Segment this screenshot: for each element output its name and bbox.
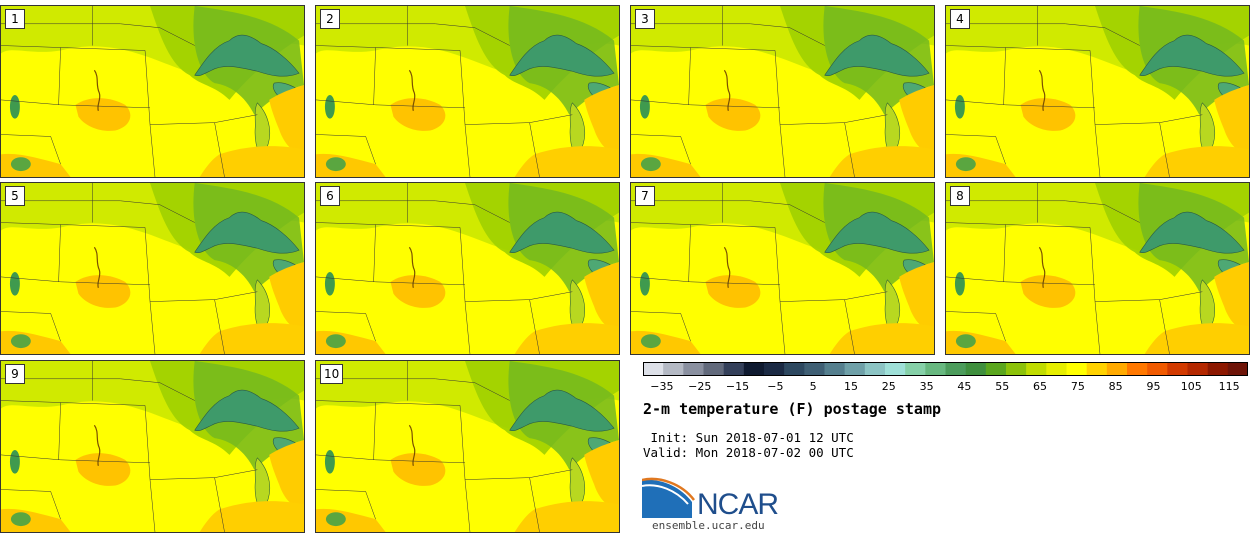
member-label: 1: [5, 9, 25, 29]
ensemble-member-map: 9: [0, 360, 305, 533]
colorbar-tick-label: 65: [1033, 380, 1048, 393]
colorbar-tick-label: 55: [995, 380, 1010, 393]
colorbar-tick-label: −15: [725, 380, 750, 393]
member-label: 3: [635, 9, 655, 29]
colorbar-swatch: [844, 362, 866, 376]
colorbar-swatch: [643, 362, 664, 376]
colorbar-tick-label: 85: [1108, 380, 1123, 393]
member-label: 2: [320, 9, 340, 29]
ensemble-member-map: 10: [315, 360, 620, 533]
colorbar-swatch: [824, 362, 845, 376]
website-label: ensemble.ucar.edu: [652, 519, 765, 532]
colorbar-swatch: [905, 362, 926, 376]
colorbar-swatch: [965, 362, 987, 376]
ensemble-member-map: 4: [945, 5, 1250, 178]
colorbar-swatch: [723, 362, 745, 376]
colorbar-frame: [643, 362, 1248, 376]
colorbar-swatch: [864, 362, 886, 376]
colorbar-swatch: [1207, 362, 1229, 376]
colorbar-tick-labels: −35 −25 −15 −5 5 15 25 35 45 55 65 75 85 95 105 115: [643, 378, 1248, 394]
colorbar-swatch: [1187, 362, 1208, 376]
colorbar-swatch: [885, 362, 906, 376]
colorbar-swatch: [1127, 362, 1148, 376]
temperature-map-graphic: [631, 183, 934, 354]
ensemble-member-map: 3: [630, 5, 935, 178]
chart-title: 2-m temperature (F) postage stamp: [643, 400, 942, 418]
member-label: 9: [5, 364, 25, 384]
colorbar-swatch: [945, 362, 966, 376]
colorbar-tick-label: 15: [843, 380, 858, 393]
colorbar-swatch: [1147, 362, 1168, 376]
colorbar-swatch: [1066, 362, 1087, 376]
colorbar-tick-label: 75: [1070, 380, 1085, 393]
init-time: Init: Sun 2018-07-01 12 UTC: [643, 430, 854, 445]
colorbar-tick-label: −25: [688, 380, 712, 393]
temperature-map-graphic: [316, 361, 619, 532]
colorbar-tick-label: −35: [650, 380, 674, 393]
colorbar-swatch: [1106, 362, 1128, 376]
ensemble-member-map: 5: [0, 182, 305, 355]
colorbar-tick-label: 35: [919, 380, 934, 393]
colorbar-tick-label: 105: [1180, 380, 1202, 393]
ncar-logo-icon: [642, 477, 695, 518]
ensemble-member-map: 8: [945, 182, 1250, 355]
temperature-map-graphic: [631, 6, 934, 177]
temperature-colorbar: [643, 362, 1248, 376]
temperature-map-graphic: [1, 183, 304, 354]
member-label: 4: [950, 9, 970, 29]
member-label: 5: [5, 186, 25, 206]
colorbar-swatch: [703, 362, 724, 376]
member-label: 6: [320, 186, 340, 206]
colorbar-tick-label: 5: [809, 380, 817, 393]
colorbar-tick-label: 115: [1218, 380, 1240, 393]
colorbar-swatch: [743, 362, 765, 376]
ensemble-member-map: 6: [315, 182, 620, 355]
temperature-map-graphic: [316, 6, 619, 177]
temperature-map-graphic: [946, 183, 1249, 354]
colorbar-swatch: [804, 362, 825, 376]
colorbar-tick-label: 45: [957, 380, 972, 393]
ensemble-member-map: 7: [630, 182, 935, 355]
colorbar-swatch: [1167, 362, 1188, 376]
valid-time: Valid: Mon 2018-07-02 00 UTC: [643, 445, 854, 460]
colorbar-swatch: [925, 362, 946, 376]
colorbar-swatch: [1026, 362, 1047, 376]
colorbar-swatch: [1046, 362, 1067, 376]
member-label: 8: [950, 186, 970, 206]
temperature-map-graphic: [1, 6, 304, 177]
member-label: 10: [320, 364, 344, 384]
colorbar-tick-label: 25: [881, 380, 896, 393]
temperature-map-graphic: [316, 183, 619, 354]
logo-text: NCAR: [697, 488, 779, 521]
colorbar-swatch: [1086, 362, 1108, 376]
colorbar-tick-label: −5: [767, 380, 784, 393]
temperature-map-graphic: [946, 6, 1249, 177]
ensemble-member-map: 2: [315, 5, 620, 178]
colorbar-swatch: [1227, 362, 1248, 376]
colorbar-swatch: [764, 362, 785, 376]
ensemble-member-map: 1: [0, 5, 305, 178]
colorbar-swatch: [985, 362, 1007, 376]
temperature-map-graphic: [1, 361, 304, 532]
colorbar-swatch: [683, 362, 704, 376]
member-label: 7: [635, 186, 655, 206]
colorbar-tick-label: 95: [1146, 380, 1161, 393]
colorbar-swatch: [784, 362, 805, 376]
colorbar-swatch: [1006, 362, 1027, 376]
colorbar-swatch: [663, 362, 684, 376]
